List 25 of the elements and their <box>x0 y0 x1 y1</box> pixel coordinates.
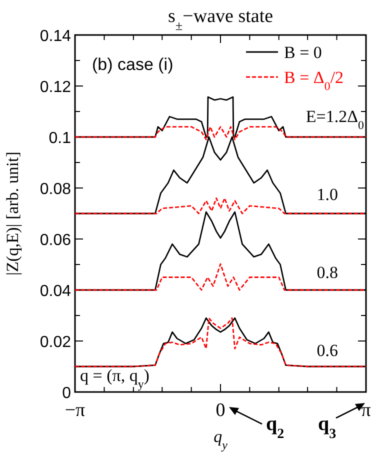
y-tick-label: 0.1 <box>48 130 72 147</box>
annotation: E=1.2Δ$_{0}$ <box>306 107 364 132</box>
annotation: 0.6 <box>316 341 338 360</box>
y-axis-title: |Z(q,E)| [arb. unit] <box>3 152 22 276</box>
x-tick-label: −π <box>64 400 86 421</box>
annotation: 1.0 <box>316 185 338 204</box>
x-tick-label: 0 <box>216 400 226 421</box>
legend-label: B = Δ$_{0}$/2 <box>284 68 344 93</box>
annotation: (b) case (i) <box>92 55 174 74</box>
x-tick-label: π <box>361 400 372 421</box>
text: q$_{2}$ <box>266 413 284 442</box>
y-tick-label: 0.14 <box>40 28 72 45</box>
y-tick-label: 0.12 <box>40 79 72 96</box>
legend-label: B = 0 <box>284 43 322 62</box>
y-tick-label: 0.02 <box>40 334 72 351</box>
y-tick-label: 0 <box>62 385 72 402</box>
annotation: q = (π, q$_{y}$) <box>80 366 150 391</box>
line-series <box>74 263 367 291</box>
y-tick-label: 0.06 <box>40 232 72 249</box>
y-tick-label: 0.08 <box>40 181 72 198</box>
x-axis-title: q$_{y}$ <box>214 427 228 452</box>
text: q$_{3}$ <box>318 413 336 442</box>
y-tick-label: 0.04 <box>40 283 72 300</box>
annotation: 0.8 <box>316 263 338 282</box>
chart-title: s$_{±}$−wave state <box>168 6 274 32</box>
